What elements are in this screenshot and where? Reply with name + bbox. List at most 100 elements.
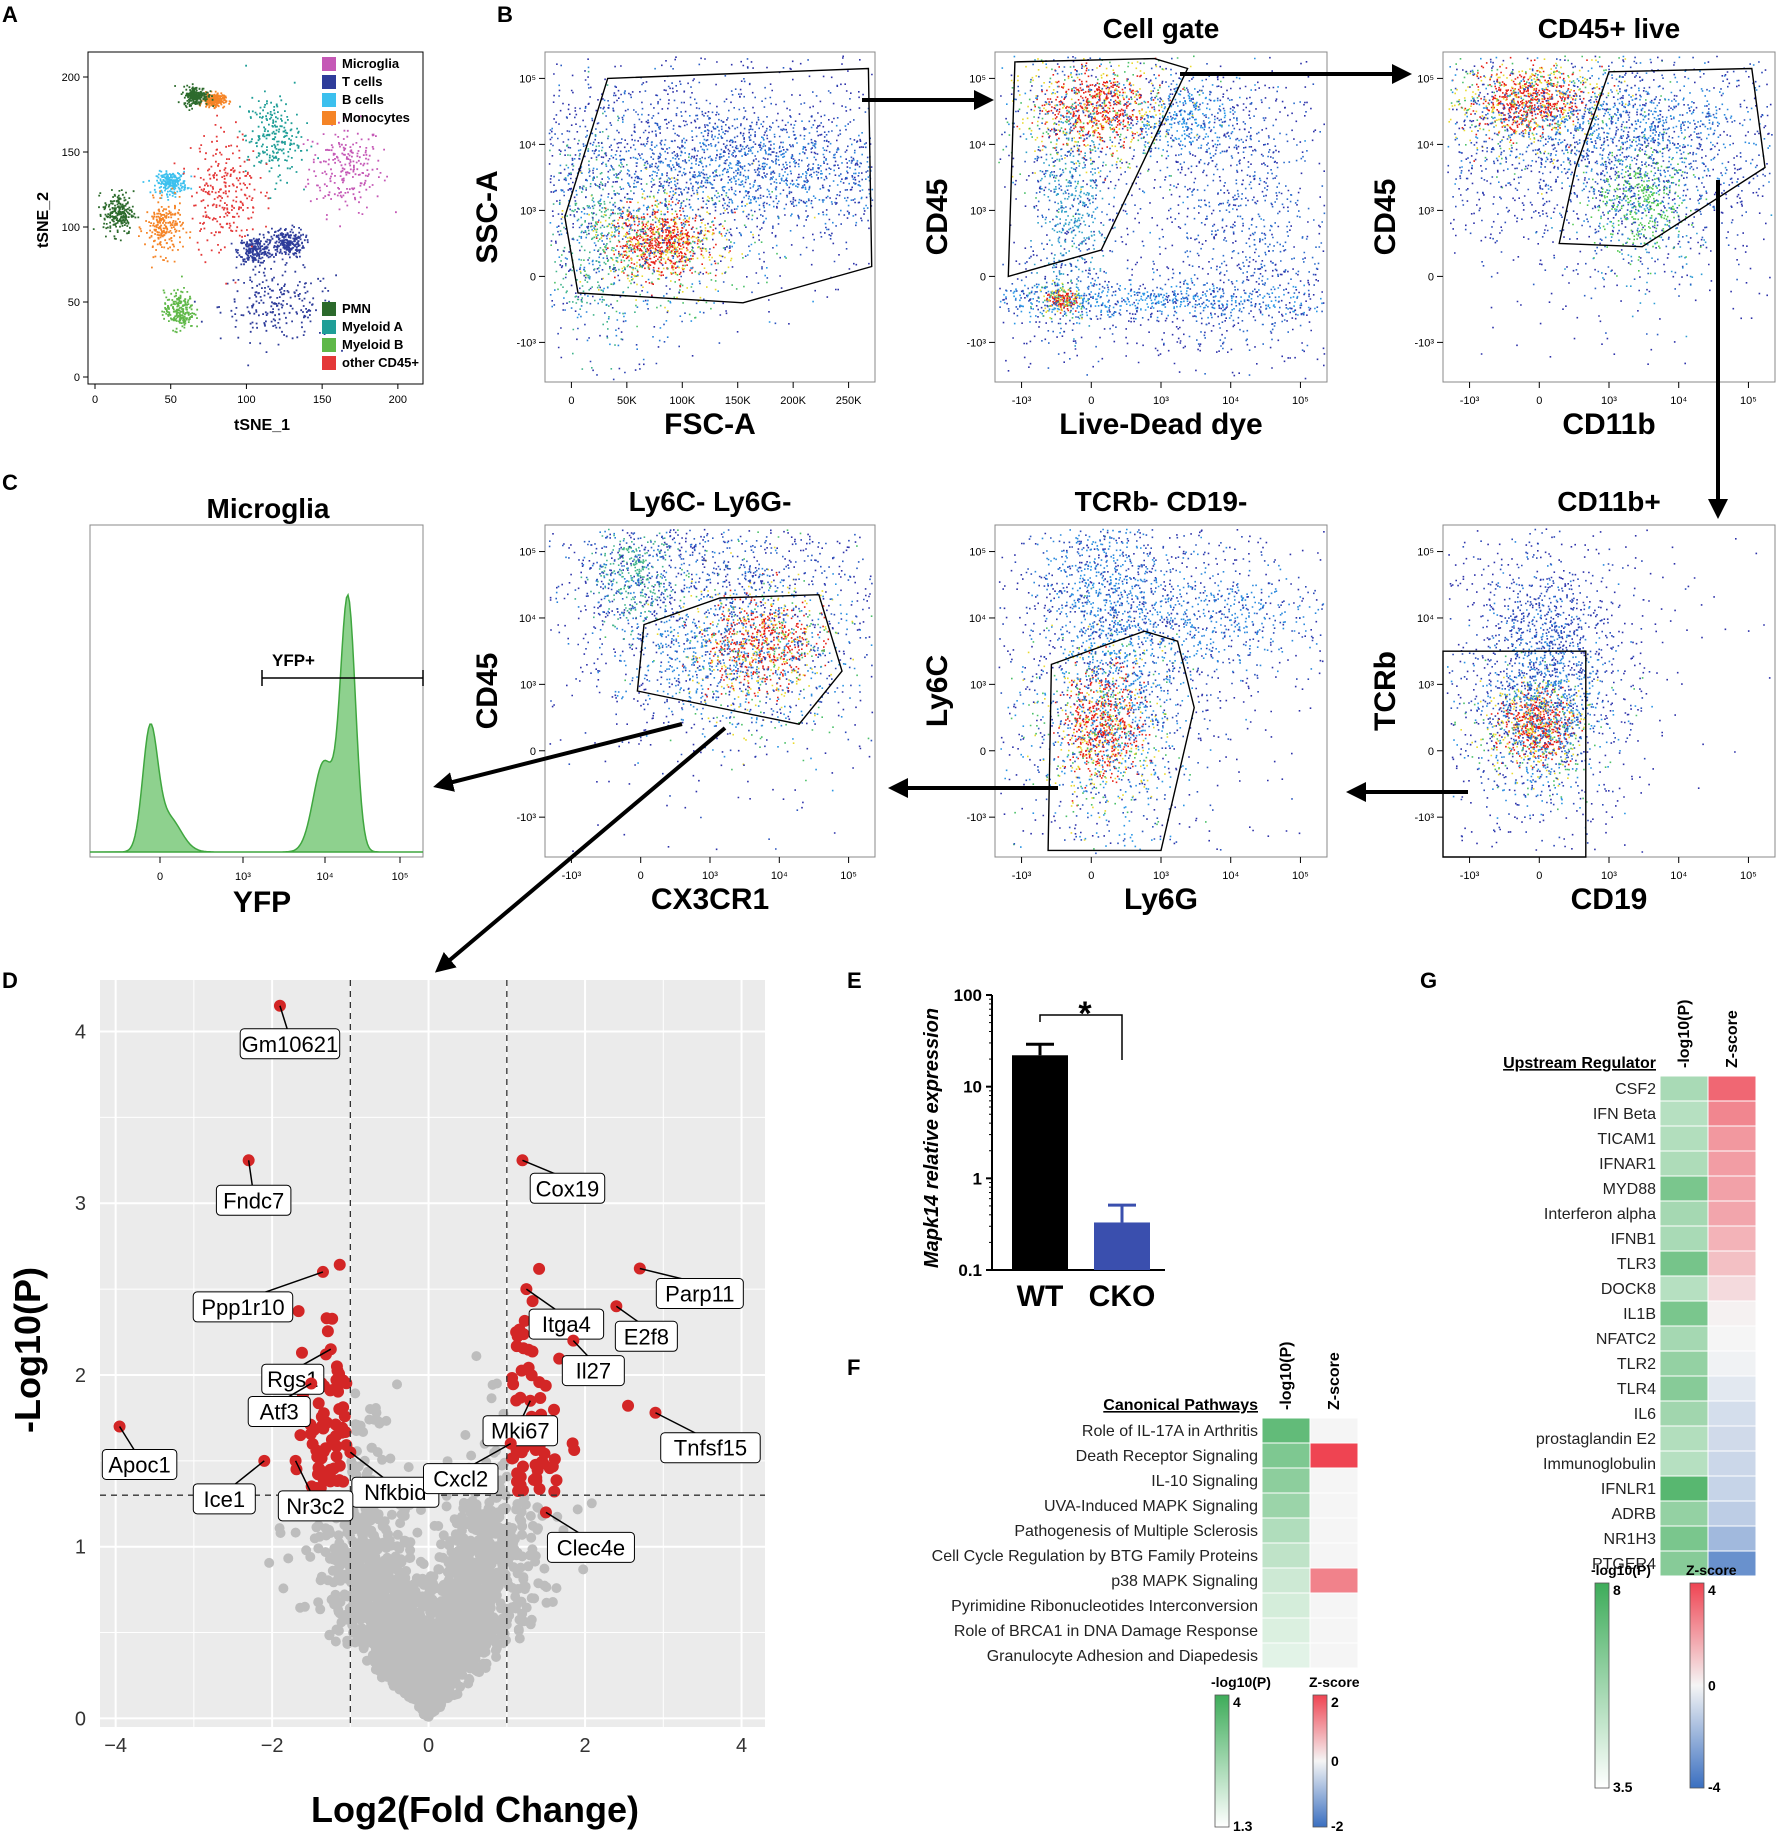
heatmap-row-label: IFN Beta	[1593, 1106, 1656, 1123]
heatmap-cell-logp	[1659, 1400, 1709, 1427]
heatmap-cell-zscore	[1707, 1450, 1757, 1477]
flow-x-tick-label: 0	[568, 395, 574, 407]
microglia-histogram-panel: YFP+ Microglia YFP 0 10³ 10⁴ 10⁵	[89, 493, 424, 919]
heatmap-cell-zscore	[1707, 1550, 1757, 1577]
heatmap-cell-logp	[1261, 1417, 1311, 1444]
flow-y-tick-label: 0	[530, 271, 536, 283]
tsne-cluster-pmn	[174, 83, 215, 111]
tsne-panel: 0 50 100 150 200 0 50 100 150 200 tSNE_1 tSNE_2 M…	[35, 51, 424, 434]
volcano-nonsignificant-points	[264, 1351, 597, 1722]
flow-y-tick-label: 10⁴	[969, 139, 986, 151]
flow-x-tick-label: -10³	[1012, 395, 1032, 407]
heatmap-cell-logp	[1261, 1492, 1311, 1519]
yfp-gate-label: YFP+	[272, 651, 315, 670]
flow-event-density-layer	[558, 529, 785, 688]
heatmap-row-label: IFNLR1	[1601, 1481, 1656, 1498]
colorbar-logp-title: -log10(P)	[1211, 1674, 1271, 1690]
tsne-cluster-monocytes	[138, 187, 192, 269]
volcano-grid	[100, 980, 765, 1727]
histogram-x-tick-label: 10⁴	[317, 871, 334, 883]
legend-label: Myeloid B	[342, 337, 403, 352]
tsne-cluster-b-cells	[142, 169, 193, 201]
flow-x-tick-label: 150K	[725, 395, 751, 407]
flow-event-density-layer	[557, 102, 770, 371]
heatmap-cell-zscore	[1707, 1300, 1757, 1327]
heatmap-row-label: Role of IL-17A in Arthritis	[1082, 1423, 1258, 1440]
flow-event-density-layer	[1448, 542, 1676, 796]
tsne-x-tick-label: 100	[237, 394, 255, 406]
panel-letter-d: D	[2, 968, 18, 993]
flow-event-density-layer	[550, 530, 870, 834]
volcano-label-box	[528, 1308, 605, 1340]
flow-event-density-layer	[1039, 279, 1083, 320]
flow-y-tick-label: -10³	[1414, 812, 1434, 824]
volcano-x-tick-label: −4	[104, 1735, 127, 1757]
heatmap-cell-logp	[1659, 1075, 1709, 1102]
flow-x-label: Live-Dead dye	[1059, 408, 1262, 441]
flow-x-tick-label: 10⁴	[1670, 395, 1687, 407]
bar-y-tick-label: 100	[954, 986, 982, 1005]
flow-x-tick-label: 50K	[617, 395, 637, 407]
flow-gate	[1007, 57, 1189, 278]
heatmap-row-label: Pathogenesis of Multiple Sclerosis	[1014, 1523, 1258, 1540]
heatmap-row-label: prostaglandin E2	[1536, 1431, 1656, 1448]
legend-label: Myeloid A	[342, 319, 404, 334]
legend-label: Monocytes	[342, 110, 410, 125]
heatmap-cell-logp	[1659, 1475, 1709, 1502]
flow-event-density-layer	[681, 571, 830, 704]
colorbar-z-mid: 0	[1331, 1753, 1339, 1769]
volcano-label-box	[192, 1291, 294, 1323]
heatmap-cell-logp	[1261, 1617, 1311, 1644]
volcano-label-leader	[525, 1288, 557, 1311]
heatmap-cell-logp	[1659, 1500, 1709, 1527]
heatmap-row-label: Role of BRCA1 in DNA Damage Response	[954, 1623, 1258, 1640]
volcano-gene-label: Clec4e	[557, 1535, 625, 1560]
volcano-gene-label: Il27	[576, 1359, 611, 1384]
flow-x-tick-label: 10⁴	[1222, 870, 1239, 882]
flow-x-tick-label: 0	[1536, 870, 1542, 882]
volcano-label-leader	[349, 1451, 385, 1479]
flow-event-density-layer	[574, 528, 690, 649]
heatmap-row-label: DOCK8	[1601, 1281, 1656, 1298]
flow-y-tick-label: 10³	[520, 679, 536, 691]
flow-x-tick-label: 10⁵	[1740, 870, 1757, 882]
flow-event-density-layer	[599, 560, 856, 735]
flow-event-density-layer	[1019, 528, 1242, 848]
heatmap-cell-logp	[1659, 1325, 1709, 1352]
volcano-gene-label: Fndc7	[223, 1188, 284, 1213]
flow-x-tick-label: 0	[1088, 870, 1094, 882]
flow-event-density-layer	[1013, 282, 1094, 334]
flow-event-density-layer	[647, 546, 854, 766]
flow-event-density-layer	[557, 96, 874, 263]
volcano-x-tick-label: −2	[261, 1735, 284, 1757]
tsne-cluster-other-cd45-	[173, 114, 270, 285]
heatmap-title: Canonical Pathways	[1103, 1397, 1258, 1414]
flow-event-density-layer	[555, 58, 870, 325]
flow-event-density-layer	[1450, 55, 1672, 189]
flow-x-tick-label: 10³	[1153, 395, 1169, 407]
flow-panel-title: TCRb- CD19-	[1075, 486, 1248, 517]
heatmap-cell-logp	[1659, 1175, 1709, 1202]
flow-y-tick-label: 10⁴	[1417, 139, 1434, 151]
tsne-y-label: tSNE_2	[35, 192, 52, 248]
tsne-y-tick-label: 0	[74, 372, 80, 384]
heatmap-row-label: CSF2	[1615, 1081, 1656, 1098]
flow-events	[1446, 528, 1771, 853]
flow-event-density-layer	[552, 529, 871, 640]
heatmap-row-label: IL-10 Signaling	[1151, 1473, 1258, 1490]
flow-x-tick-label: 10⁴	[1670, 870, 1687, 882]
heatmap-cell-zscore	[1309, 1492, 1359, 1519]
flow-y-tick-label: -10³	[516, 337, 536, 349]
flow-panel-c3: TCRb- CD19- Ly6G Ly6C -10³ 0 10³ 10⁴ 10⁵ 10⁵ 10⁴ 1…	[921, 486, 1328, 916]
flow-event-density-layer	[551, 64, 713, 348]
heatmap-row-label: IL6	[1634, 1406, 1656, 1423]
flow-y-tick-label: -10³	[966, 812, 986, 824]
volcano-x-label: Log2(Fold Change)	[311, 1789, 639, 1830]
flow-y-tick-label: -10³	[516, 812, 536, 824]
flow-event-density-layer	[552, 61, 858, 329]
tsne-x-tick-label: 0	[92, 394, 98, 406]
colorbar-z-title: Z-score	[1309, 1674, 1360, 1690]
flow-events	[548, 55, 874, 381]
tsne-x-tick-label: 200	[389, 394, 407, 406]
